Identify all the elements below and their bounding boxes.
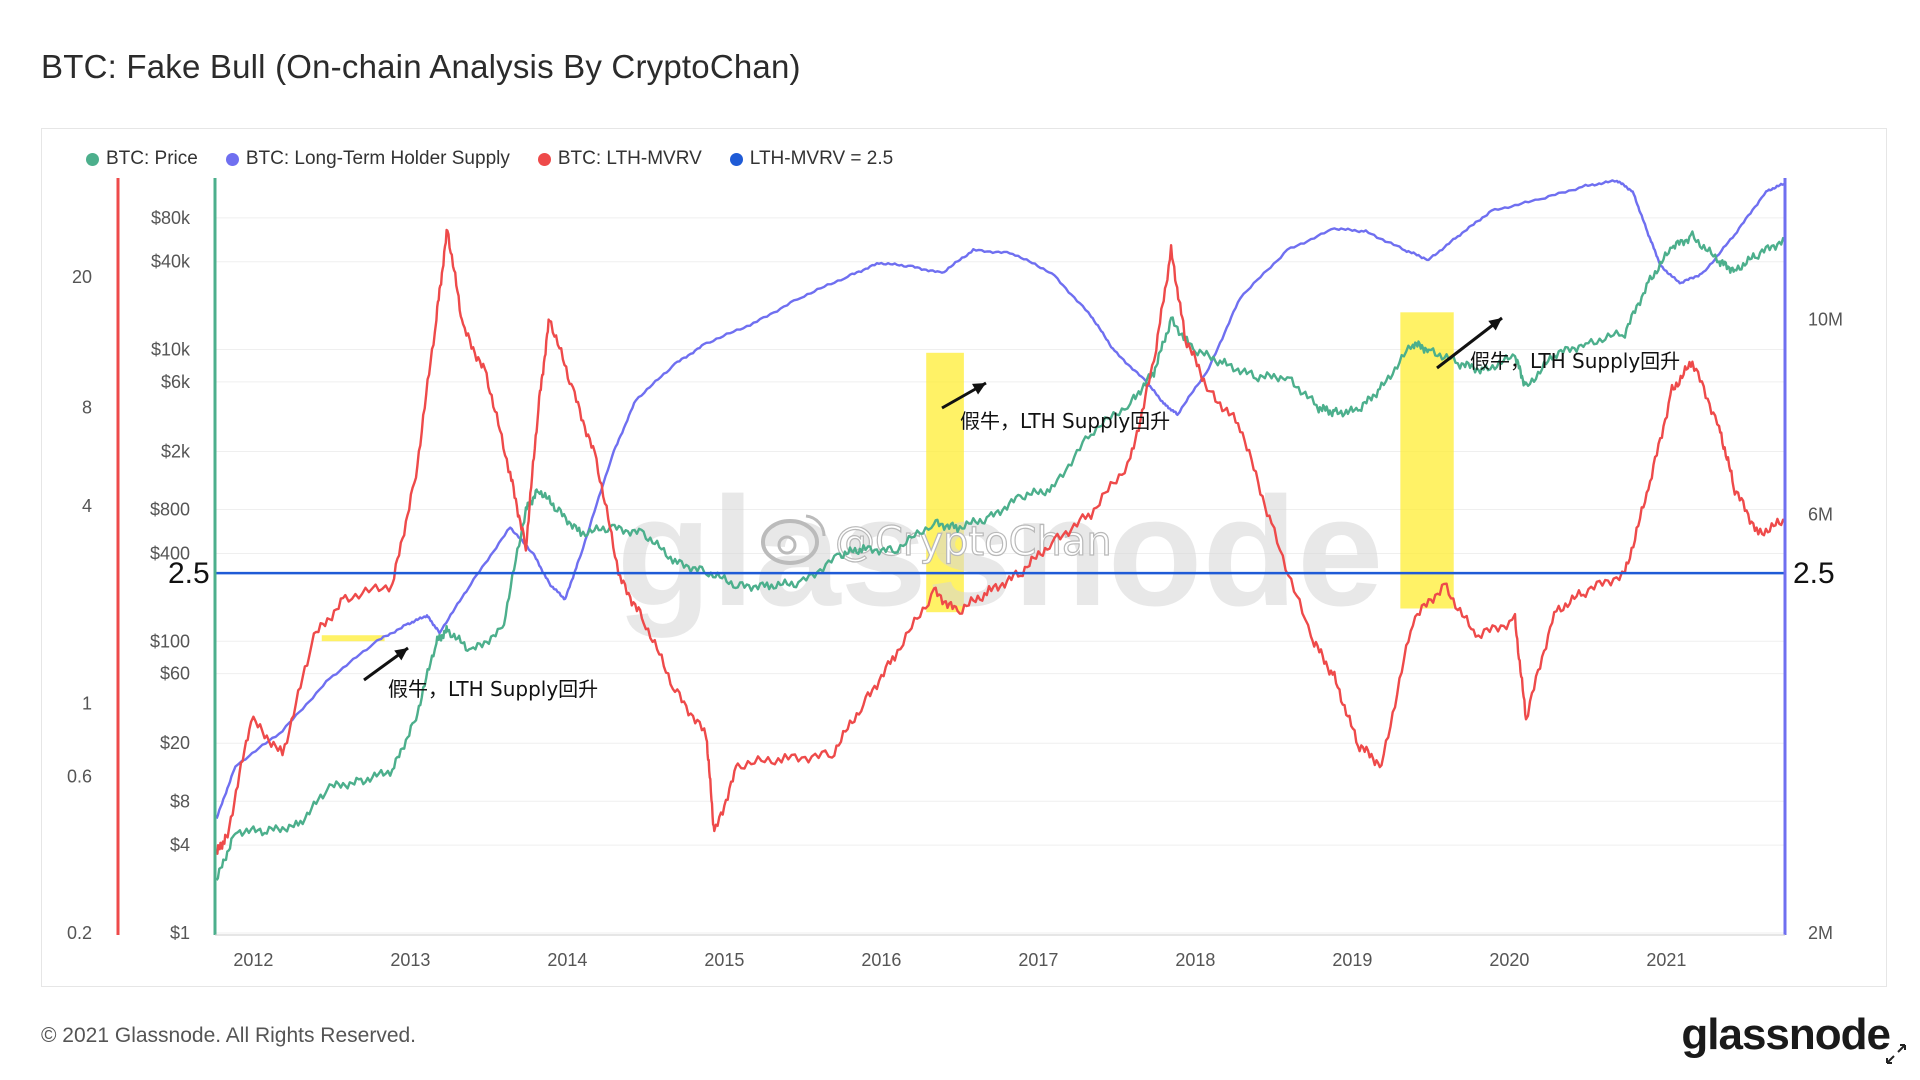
legend-dot-lth-supply: [225, 152, 239, 166]
series-line-price: [215, 230, 1786, 881]
watermark-handle: @CryptoChan: [835, 519, 1112, 565]
price-tick-2: $8: [170, 791, 190, 811]
annotation-text-2: 假牛，LTH Supply回升: [960, 409, 1170, 433]
price-tick-1: $4: [170, 835, 190, 855]
price-tick-0: $1: [170, 923, 190, 943]
highlight-region-1: [321, 635, 385, 642]
price-tick-3: $20: [160, 733, 190, 753]
annotation-arrowhead-2: [972, 383, 986, 395]
highlight-region-2: [926, 352, 964, 613]
x-tick-2019: 2019: [1332, 950, 1372, 970]
chart-panel: [41, 128, 1887, 987]
price-tick-12: $80k: [151, 208, 191, 228]
x-tick-2012: 2012: [233, 950, 273, 970]
series-line-lth-mvrv: [216, 228, 1786, 855]
annotation-arrowhead-1: [394, 648, 408, 661]
x-tick-2020: 2020: [1489, 950, 1529, 970]
price-tick-11: $40k: [151, 252, 191, 272]
series-line-lth-supply: [215, 179, 1786, 820]
mvrv-tick-1: 0.6: [67, 766, 92, 786]
price-tick-7: $800: [150, 500, 190, 520]
mvrv-tick-3: 4: [82, 496, 92, 516]
annotation-2: 假牛，LTH Supply回升: [941, 381, 1170, 433]
mvrv-tick-0: 0.2: [67, 923, 92, 943]
legend: BTC: Price BTC: Long-Term Holder Supply …: [86, 148, 893, 170]
price-tick-10: $10k: [151, 340, 191, 360]
legend-dot-lth-mvrv: [537, 152, 551, 166]
mvrv-tick-5: 20: [72, 267, 92, 287]
tick-labels: 2012 2013 2014 2015 2016 2017 2018 2019 2020 2021…: [67, 208, 1843, 970]
legend-label-lth-supply: BTC: Long-Term Holder Supply: [245, 148, 510, 169]
legend-item-price[interactable]: BTC: Price: [86, 148, 198, 170]
price-tick-5: $100: [150, 631, 190, 651]
price-tick-6: $400: [150, 543, 190, 563]
supply-tick-0: 2M: [1808, 923, 1833, 943]
weibo-icon: [761, 514, 826, 565]
series-lines: [215, 179, 1786, 881]
legend-item-lth-supply[interactable]: BTC: Long-Term Holder Supply: [225, 148, 510, 170]
price-tick-4: $60: [160, 664, 190, 684]
annotation-text-1: 假牛，LTH Supply回升: [388, 677, 598, 701]
annotation-arrowhead-3: [1488, 318, 1502, 331]
annotation-3: 假牛，LTH Supply回升: [1436, 316, 1680, 373]
legend-dot-threshold: [729, 152, 743, 166]
x-tick-2021: 2021: [1646, 950, 1686, 970]
copyright-notice: © 2021 Glassnode. All Rights Reserved.: [41, 1024, 417, 1047]
chart-title: BTC: Fake Bull (On-chain Analysis By Cry…: [41, 48, 801, 85]
x-tick-2014: 2014: [547, 950, 587, 970]
watermark-brand: glassnode: [617, 465, 1384, 638]
watermark: glassnode @CryptoChan: [617, 465, 1384, 638]
mvrv-tick-4: 8: [82, 397, 92, 417]
legend-dot-price: [86, 152, 99, 166]
annotation-1: 假牛，LTH Supply回升: [363, 646, 598, 701]
legend-label-threshold: LTH-MVRV = 2.5: [749, 148, 894, 169]
legend-item-threshold[interactable]: LTH-MVRV = 2.5: [729, 148, 894, 170]
supply-tick-1: 6M: [1808, 504, 1833, 524]
x-tick-2018: 2018: [1175, 950, 1215, 970]
price-tick-8: $2k: [161, 442, 191, 462]
threshold-label-left: 2.5: [168, 557, 210, 590]
axes: [116, 178, 1787, 936]
x-tick-2013: 2013: [390, 950, 430, 970]
threshold-label-right: 2.5: [1793, 557, 1835, 590]
mvrv-tick-2: 1: [82, 694, 92, 714]
gridlines: [215, 217, 1785, 934]
supply-tick-2: 10M: [1808, 310, 1843, 330]
legend-item-lth-mvrv[interactable]: BTC: LTH-MVRV: [537, 148, 702, 170]
annotation-text-3: 假牛，LTH Supply回升: [1470, 349, 1680, 373]
x-tick-2016: 2016: [861, 950, 901, 970]
expand-icon[interactable]: [1884, 1042, 1908, 1066]
price-tick-9: $6k: [161, 372, 191, 392]
legend-label-lth-mvrv: BTC: LTH-MVRV: [557, 148, 702, 169]
glassnode-logo: glassnode: [1681, 1010, 1891, 1059]
annotation-arrow-3: [1436, 316, 1503, 370]
legend-label-price: BTC: Price: [106, 148, 198, 169]
x-tick-2017: 2017: [1018, 950, 1058, 970]
x-tick-2015: 2015: [704, 950, 744, 970]
